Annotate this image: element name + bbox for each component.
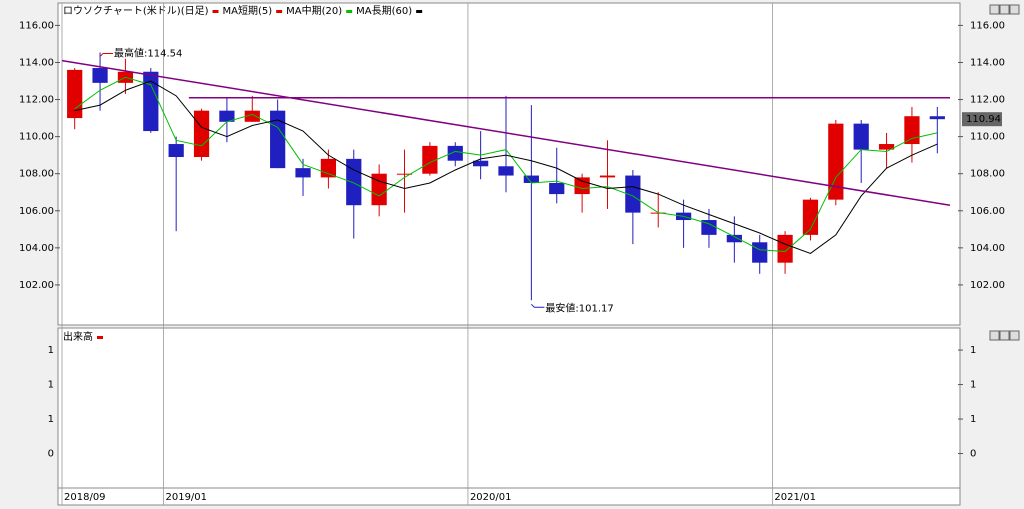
candle-body	[270, 110, 286, 169]
volume-title: 出来高	[63, 330, 93, 343]
y-tick-label: 110.00	[19, 132, 54, 143]
annotation-arrow	[531, 303, 545, 308]
y-tick-label: 1	[970, 345, 976, 356]
candle-body	[473, 160, 489, 167]
volume-pane	[57, 327, 961, 489]
button[interactable]	[999, 330, 1010, 341]
candle-body	[625, 175, 641, 213]
y-tick-label: 1	[970, 414, 976, 425]
candle-body	[878, 144, 895, 150]
candle-body	[92, 68, 108, 83]
legend-swatch	[346, 10, 353, 13]
last-price-label: 110.94	[966, 114, 1001, 125]
annotation-arrow	[99, 52, 114, 57]
annotation: 最安値:101.17	[545, 301, 613, 314]
x-tick-label: 2020/01	[470, 492, 512, 503]
y-tick-label: 108.00	[970, 169, 1005, 180]
y-tick-label: 112.00	[970, 95, 1005, 106]
candle-body	[219, 110, 235, 122]
y-tick-label: 116.00	[970, 20, 1005, 31]
annotation: 最高値:114.54	[114, 46, 182, 59]
candle-body	[549, 182, 565, 195]
time-axis	[57, 487, 961, 506]
candle-body	[320, 158, 337, 178]
button[interactable]	[989, 330, 1000, 341]
button[interactable]	[989, 4, 1000, 15]
candle-body	[752, 242, 768, 263]
candle-body	[143, 71, 159, 132]
candle-body	[574, 177, 590, 195]
y-tick-label: 0	[48, 449, 54, 460]
y-tick-label: 104.00	[970, 243, 1005, 254]
x-tick-label: 2021/01	[774, 492, 816, 503]
y-tick-label: 110.00	[970, 132, 1005, 143]
window-buttons	[989, 4, 1020, 341]
candle-body	[295, 168, 311, 178]
candle-body	[422, 145, 438, 174]
candle-body	[447, 145, 463, 161]
legend-swatch	[276, 10, 283, 13]
x-tick-label: 2018/09	[64, 492, 106, 503]
last-price-box	[962, 112, 1002, 127]
y-tick-label: 1	[48, 380, 54, 391]
y-tick-label: 1	[970, 380, 976, 391]
chart-title: ロウソクチャート(米ドル)(日足)	[63, 4, 209, 17]
y-tick-label: 1	[48, 345, 54, 356]
ma-line	[74, 76, 938, 253]
y-tick-label: 114.00	[19, 57, 54, 68]
candle-body	[904, 116, 920, 145]
candle-body	[523, 175, 539, 183]
candle-body	[599, 175, 616, 178]
legend-label: MA中期(20)	[286, 4, 342, 17]
y-tick-label: 104.00	[19, 243, 54, 254]
legend-swatch	[97, 336, 103, 339]
button[interactable]	[1009, 4, 1020, 15]
candle-body	[726, 234, 742, 243]
legend-swatch	[416, 10, 423, 13]
candle-body	[777, 234, 793, 263]
candle-body	[802, 199, 819, 235]
legend-label: MA短期(5)	[223, 4, 273, 17]
y-tick-label: 106.00	[970, 206, 1005, 217]
y-tick-label: 1	[48, 414, 54, 425]
ma-line	[74, 80, 938, 254]
candle-body	[396, 173, 413, 175]
y-tick-label: 106.00	[19, 206, 54, 217]
y-tick-label: 102.00	[970, 280, 1005, 291]
button[interactable]	[1009, 330, 1020, 341]
candle-body	[193, 110, 210, 158]
candle-body	[346, 158, 362, 206]
candle-body	[168, 144, 184, 158]
button[interactable]	[999, 4, 1010, 15]
y-tick-label: 114.00	[970, 57, 1005, 68]
legend-label: MA長期(60)	[356, 5, 412, 17]
y-tick-label: 108.00	[19, 169, 54, 180]
candle-body	[498, 166, 514, 176]
y-tick-label: 0	[970, 449, 976, 460]
candle-body	[828, 123, 844, 200]
legend-swatch	[212, 10, 219, 13]
candle-body	[371, 173, 387, 206]
y-tick-label: 102.00	[19, 280, 54, 291]
candle-body	[244, 110, 260, 122]
candle-body	[929, 116, 945, 120]
y-tick-label: 116.00	[19, 20, 54, 31]
candle-body	[853, 123, 869, 150]
trendline	[61, 59, 951, 206]
candle-body	[67, 69, 83, 119]
candle-body	[701, 220, 717, 235]
x-tick-label: 2019/01	[165, 492, 207, 503]
price-pane	[57, 2, 961, 326]
y-tick-label: 112.00	[19, 95, 54, 106]
